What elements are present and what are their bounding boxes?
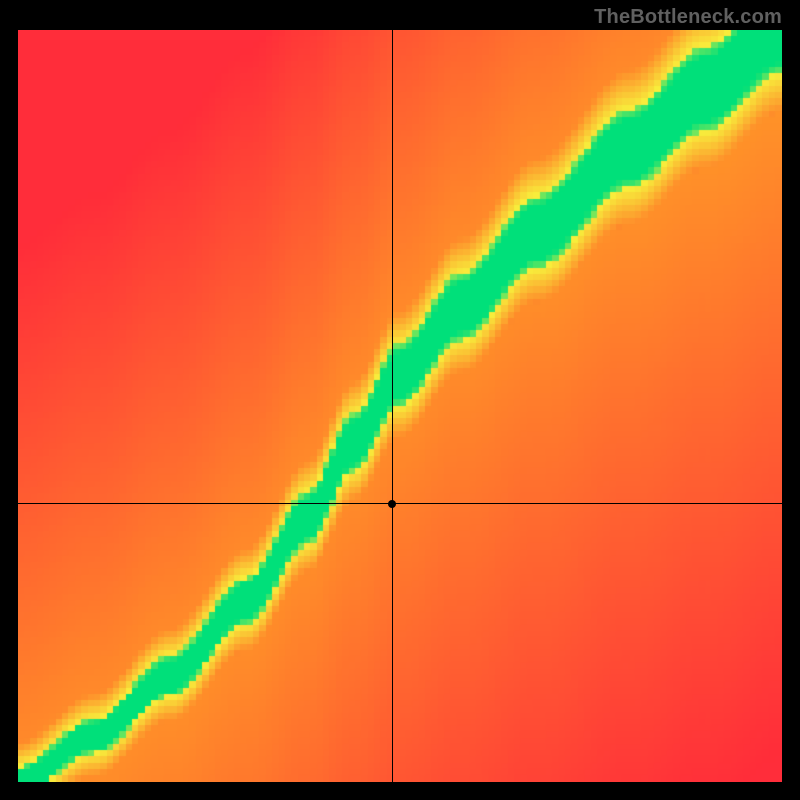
crosshair-vertical <box>392 30 393 782</box>
crosshair-horizontal <box>18 503 782 504</box>
bottleneck-heatmap <box>18 30 782 782</box>
crosshair-dot <box>388 500 396 508</box>
watermark-label: TheBottleneck.com <box>594 6 782 29</box>
chart-container: TheBottleneck.com <box>0 0 800 800</box>
